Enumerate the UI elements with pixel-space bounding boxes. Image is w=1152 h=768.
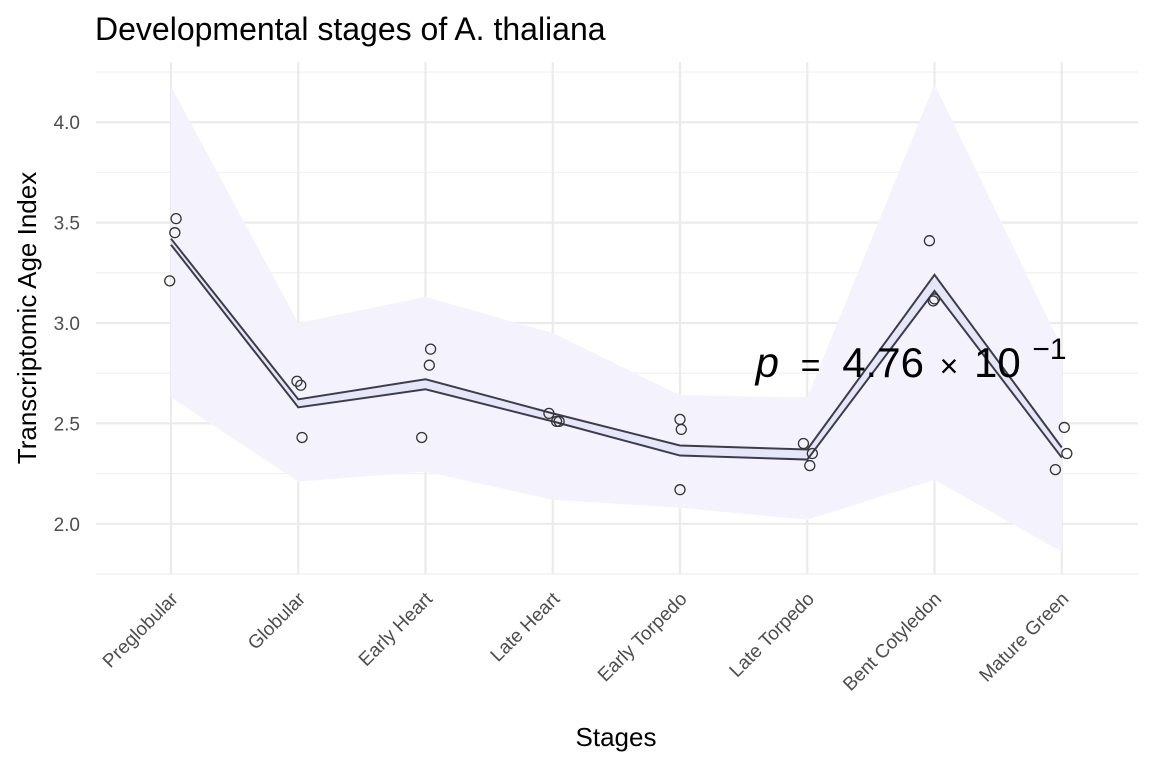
data-point	[424, 343, 437, 355]
data-point	[170, 212, 182, 225]
x-tick-label: Preglobular	[99, 588, 183, 672]
data-point	[674, 484, 686, 496]
y-tick-label: 2.5	[54, 414, 80, 435]
series-lines	[170, 238, 1063, 461]
data-point	[928, 293, 941, 305]
confidence-band-area	[171, 84, 1062, 552]
x-axis-title: Stages	[576, 722, 657, 752]
equals-sign: =	[801, 347, 821, 385]
data-point	[169, 227, 181, 239]
x-tick-label: Early Heart	[355, 588, 438, 671]
ribbon	[171, 238, 1062, 460]
data-point	[1061, 447, 1073, 460]
data-points	[164, 212, 1073, 496]
x-tick-label: Bent Cotyledon	[839, 589, 946, 696]
data-point	[553, 415, 565, 428]
p-value-annotation: p = 4.76 × 10 −1	[754, 333, 1067, 386]
x-tick-label: Globular	[244, 588, 310, 654]
data-point	[797, 437, 810, 450]
x-tick-label: Late Torpedo	[726, 589, 819, 682]
data-point	[295, 379, 307, 391]
x-tick-label: Late Heart	[487, 588, 565, 666]
y-axis-title: Transcriptomic Age Index	[12, 172, 42, 464]
y-tick-label: 3.0	[54, 314, 80, 335]
y-tick-labels: 2.0 2.5 3.0 3.5 4.0	[54, 113, 80, 536]
confidence-band	[171, 84, 1062, 552]
x-tick-label: Early Torpedo	[594, 589, 692, 687]
data-point	[543, 407, 555, 420]
p-value-base: 10	[974, 339, 1021, 386]
p-symbol: p	[754, 339, 779, 386]
p-value-mantissa: 4.76	[842, 339, 924, 386]
data-point	[1049, 463, 1062, 476]
series-line-2	[170, 244, 1063, 461]
data-point	[804, 459, 816, 472]
data-point	[291, 375, 303, 387]
ribbon-area	[171, 238, 1062, 460]
times-sign: ×	[940, 348, 959, 384]
data-point	[416, 431, 428, 444]
data-point	[675, 423, 687, 436]
y-tick-label: 4.0	[54, 113, 80, 134]
p-value-exponent: −1	[1032, 333, 1066, 366]
x-tick-label: Mature Green	[976, 589, 1074, 687]
chart-title: Developmental stages of A. thaliana	[95, 11, 606, 47]
data-point	[423, 359, 435, 371]
data-point	[923, 235, 936, 247]
data-point	[296, 431, 308, 444]
data-point	[806, 447, 818, 460]
x-tick-labels: Preglobular Globular Early Heart Late Heart…	[99, 588, 1073, 695]
data-point	[927, 295, 939, 307]
y-tick-label: 3.5	[54, 214, 80, 235]
data-point	[1058, 421, 1070, 434]
data-point	[164, 275, 176, 287]
series-line-1	[170, 238, 1063, 451]
y-tick-label: 2.0	[54, 515, 80, 536]
